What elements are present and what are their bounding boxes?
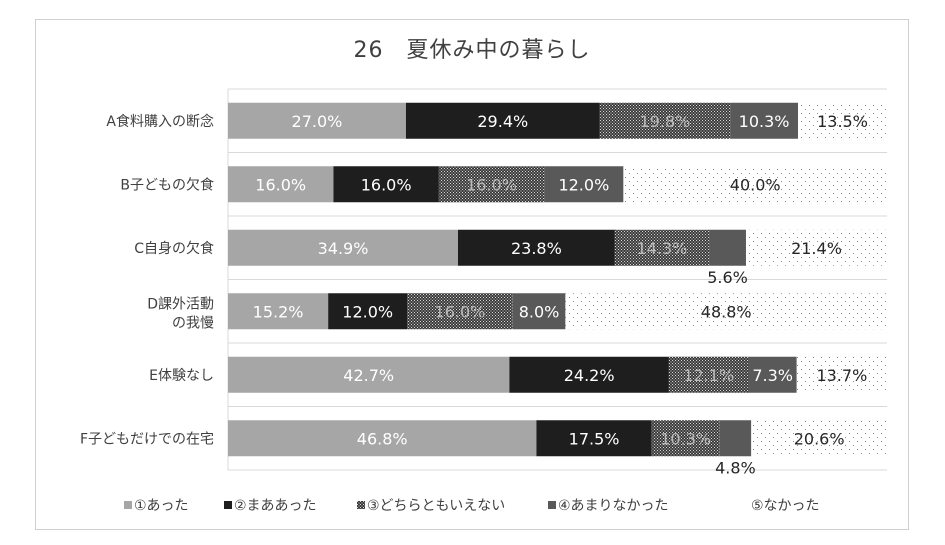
bar-segment [668, 356, 749, 393]
data-label: 40.0% [730, 175, 781, 194]
bar-segment [228, 102, 406, 139]
legend-label: ⑤なかった [751, 498, 820, 514]
data-label: 8.0% [519, 302, 560, 321]
bar-segment [651, 420, 720, 457]
data-label: 7.3% [752, 366, 793, 385]
data-label: 16.0% [435, 302, 486, 321]
bar-segment [798, 102, 887, 139]
data-label: 4.8% [715, 458, 756, 477]
bar-segment [751, 420, 887, 457]
data-label: 5.6% [707, 268, 748, 287]
bar-segment [328, 293, 408, 330]
data-label: 13.7% [816, 366, 867, 385]
data-label: 21.4% [791, 239, 842, 258]
bar-segment [565, 293, 887, 330]
bar-segment [405, 102, 600, 139]
bar-segment [719, 420, 752, 457]
data-label: 15.2% [253, 302, 304, 321]
data-label: 29.4% [477, 112, 528, 131]
data-label: 19.8% [640, 112, 691, 131]
bar-segment [745, 229, 887, 266]
grid [227, 88, 887, 471]
bar-segment [438, 166, 545, 203]
data-label: 12.1% [683, 366, 734, 385]
data-label: 34.9% [318, 239, 369, 258]
data-label: 17.5% [569, 429, 620, 448]
data-label: 27.0% [292, 112, 343, 131]
bar-segment [796, 356, 887, 393]
data-label: 12.0% [558, 175, 609, 194]
data-label: 13.5% [817, 112, 868, 131]
data-label: 16.0% [255, 175, 306, 194]
bar-segment [536, 420, 652, 457]
data-label: 10.3% [660, 429, 711, 448]
data-label: 24.2% [564, 366, 615, 385]
legend-swatch [357, 501, 365, 509]
bar-segment [228, 356, 510, 393]
data-label: 16.0% [466, 175, 517, 194]
data-label: 42.7% [343, 366, 394, 385]
bar-segment [544, 166, 624, 203]
bar-segment [228, 166, 334, 203]
legend: ①あった ②まああった ③どちらともいえない ④あまりなかった ⑤なかった [124, 498, 820, 514]
bar-segment [748, 356, 797, 393]
data-label: 12.0% [342, 302, 393, 321]
bar-segment [457, 229, 615, 266]
bars: 27.0% 29.4% 19.8% 10.3% 13.5% 16.0% 16.0% 16.0%… [228, 102, 887, 477]
bar-segment [512, 293, 566, 330]
category-labels: A食料購入の断念 B子どもの欠食 C自身の欠食 D課外活動の我慢 E体験なし F子どもだけ… [80, 113, 214, 448]
data-label: 48.8% [701, 302, 752, 321]
bar-segment [509, 356, 669, 393]
legend-label: ③どちらともいえない [367, 498, 505, 514]
bar-segment [228, 420, 537, 457]
bar-segment [228, 293, 329, 330]
legend-label: ②まああった [234, 498, 317, 514]
category-label: D課外活動の我慢 [147, 296, 214, 331]
data-label: 20.6% [794, 429, 845, 448]
bar-segment [599, 102, 731, 139]
bar-segment [614, 229, 710, 266]
data-label: 10.3% [739, 112, 790, 131]
legend-swatch [548, 501, 556, 509]
data-label: 14.3% [637, 239, 688, 258]
category-label: B子どもの欠食 [120, 176, 214, 193]
bar-segment [730, 102, 799, 139]
bar-segment [709, 229, 746, 266]
legend-label: ①あった [134, 498, 189, 514]
data-label: 16.0% [361, 175, 412, 194]
data-label: 23.8% [511, 239, 562, 258]
legend-label: ④あまりなかった [558, 498, 669, 514]
category-label: F子どもだけでの在宅 [80, 431, 214, 447]
category-label: A食料購入の断念 [106, 113, 214, 130]
data-label: 46.8% [357, 429, 408, 448]
legend-swatch [124, 501, 132, 509]
bar-segment [623, 166, 887, 203]
bar-segment [333, 166, 439, 203]
category-label: E体験なし [149, 368, 214, 384]
chart-title: 26 夏休み中の暮らし [354, 38, 591, 63]
legend-swatch [224, 501, 232, 509]
bar-segment [407, 293, 513, 330]
bar-segment [228, 229, 458, 266]
category-label: C自身の欠食 [134, 240, 214, 257]
